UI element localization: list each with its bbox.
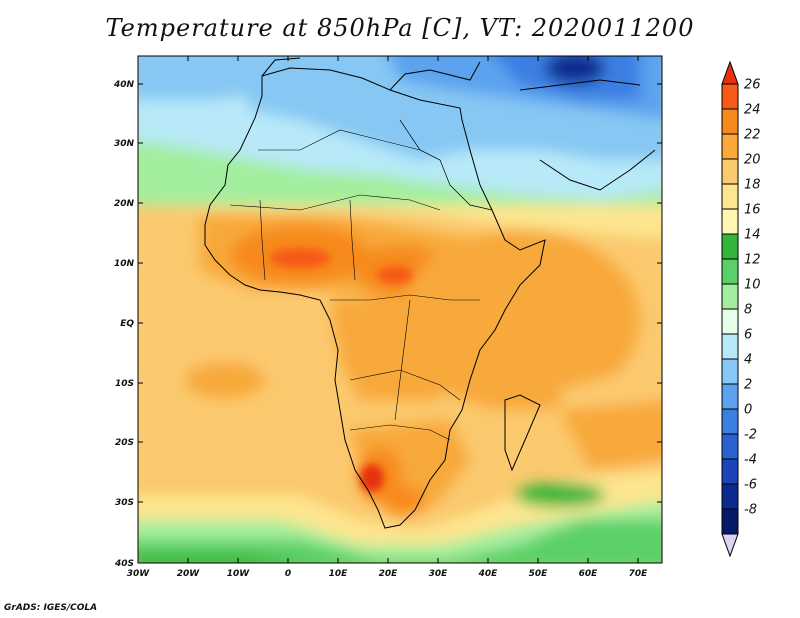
- colorbar-segment: [721, 83, 739, 110]
- colorbar-label: 8: [744, 303, 752, 318]
- colorbar-label: 26: [744, 78, 761, 93]
- lon-label: 30W: [127, 569, 151, 579]
- colorbar-segment: [721, 358, 739, 385]
- lon-label: 60E: [579, 569, 599, 579]
- map-frame: [137, 55, 663, 564]
- colorbar-segment: [721, 508, 739, 535]
- colorbar-segment: [721, 408, 739, 435]
- lat-label: EQ: [120, 319, 134, 329]
- map-title: Temperature at 850hPa [C], VT: 202001120…: [105, 14, 695, 42]
- colorbar-bottom-triangle: [721, 533, 739, 558]
- lon-label: 20W: [177, 569, 201, 579]
- colorbar-segment: [721, 433, 739, 460]
- colorbar-label: -2: [744, 428, 757, 443]
- lat-label: 40N: [113, 80, 135, 90]
- colorbar-segment: [721, 133, 739, 160]
- colorbar-segment: [721, 458, 739, 485]
- lon-label: 0: [285, 569, 291, 579]
- lon-label: 30E: [429, 569, 449, 579]
- colorbar-segment: [721, 283, 739, 310]
- colorbar-segment: [721, 383, 739, 410]
- colorbar-label: 6: [744, 328, 752, 343]
- lat-label: 10S: [115, 379, 134, 389]
- colorbar-top-triangle: [721, 60, 739, 85]
- lon-label: 40E: [478, 569, 499, 579]
- colorbar-label: 24: [744, 103, 761, 118]
- latitude-axis: 40N 30N 20N 10N EQ 10S 20S 30S 40S: [113, 80, 662, 569]
- colorbar-label: 22: [744, 128, 761, 143]
- lat-label: 30S: [115, 498, 134, 508]
- colorbar-segment: [721, 183, 739, 210]
- lat-label: 40S: [114, 559, 134, 569]
- colorbar-label: 2: [744, 378, 752, 393]
- lat-label: 20N: [114, 199, 135, 209]
- colorbar-label: 10: [744, 278, 761, 293]
- coastlines: [204, 57, 656, 529]
- colorbar-segment: [721, 233, 739, 260]
- colorbar-label: 18: [744, 178, 761, 193]
- colorbar-segment: [721, 308, 739, 335]
- colorbar-label: -8: [744, 503, 757, 518]
- lon-label: 70E: [629, 569, 649, 579]
- colorbar-segment: [721, 333, 739, 360]
- longitude-axis: 30W 20W 10W 0 10E 20E 30E 40E 50E 60E 70E: [127, 56, 648, 579]
- colorbar-label: 4: [744, 353, 752, 368]
- colorbar-segment: [721, 158, 739, 185]
- colorbar-segment: [721, 108, 739, 135]
- colorbar-segment: [721, 208, 739, 235]
- colorbar-label: 14: [744, 228, 761, 243]
- colorbar-label: 0: [744, 403, 752, 418]
- grads-credit: GrADS: IGES/COLA: [4, 603, 98, 613]
- lon-label: 10W: [227, 569, 251, 579]
- colorbar-label: 20: [744, 153, 761, 168]
- colorbar-label: 12: [744, 253, 761, 268]
- colorbar-segment: [721, 258, 739, 285]
- lon-label: 20E: [379, 569, 399, 579]
- colorbar-label: -4: [744, 453, 757, 468]
- lat-label: 30N: [114, 139, 135, 149]
- colorbar-label: -6: [744, 478, 757, 493]
- lat-label: 10N: [114, 259, 135, 269]
- temperature-field: [138, 56, 662, 563]
- colorbar-segment: [721, 483, 739, 510]
- lat-label: 20S: [115, 438, 134, 448]
- lon-label: 10E: [329, 569, 349, 579]
- colorbar-label: 16: [744, 203, 761, 218]
- lon-label: 50E: [529, 569, 549, 579]
